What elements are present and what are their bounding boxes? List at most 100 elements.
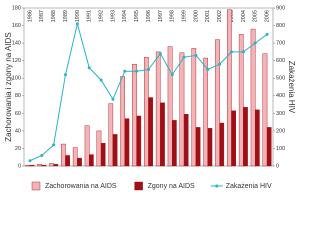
bar <box>207 128 213 167</box>
bar <box>148 97 153 167</box>
bar <box>155 51 161 167</box>
line-marker <box>52 143 56 147</box>
bar <box>179 52 185 167</box>
y2-tick-label: 200 <box>276 128 285 134</box>
x-tick-label: 1999 <box>182 10 188 22</box>
line-marker <box>64 73 67 77</box>
bar <box>25 164 31 167</box>
line-marker <box>28 159 32 163</box>
line-marker <box>99 78 103 82</box>
bar <box>89 154 94 167</box>
x-tick-label: 1986 <box>27 10 33 22</box>
y-tick-label: 80 <box>15 93 21 99</box>
bar <box>250 28 256 167</box>
bar <box>227 9 232 167</box>
line-marker <box>218 62 222 66</box>
x-tick-label: 2006 <box>265 10 271 22</box>
x-tick-label: 1994 <box>122 10 128 22</box>
bar <box>203 57 208 167</box>
legend-marker <box>215 184 219 188</box>
y-axis-title: Zachorowania i zgony na AIDS <box>4 32 13 141</box>
x-tick-label: 2001 <box>205 10 211 22</box>
bar <box>77 157 82 167</box>
bar <box>195 127 201 167</box>
line-marker <box>265 32 269 36</box>
y-tick-label: 180 <box>12 5 21 11</box>
x-tick-label: 1998 <box>170 10 176 22</box>
line-marker <box>40 153 44 157</box>
y2-tick-label: 0 <box>276 163 279 169</box>
bar <box>29 164 35 167</box>
line-marker <box>253 41 257 45</box>
bar <box>100 142 106 167</box>
y-tick-label: 140 <box>12 41 21 47</box>
x-tick-label: 1996 <box>146 10 152 22</box>
y-tick-label: 120 <box>12 58 21 64</box>
bar <box>124 118 130 167</box>
bar <box>266 127 272 167</box>
bar <box>255 109 260 167</box>
x-tick-label: 2005 <box>253 10 259 22</box>
legend-swatch <box>31 181 41 191</box>
y2-tick-label: 100 <box>276 146 285 152</box>
line-marker <box>194 53 198 57</box>
x-tick-label: 1995 <box>134 10 140 22</box>
line-marker <box>123 69 127 73</box>
bar <box>262 53 268 167</box>
bar <box>160 102 165 167</box>
bar <box>183 114 189 167</box>
x-tick-label: 2000 <box>193 10 199 22</box>
line-marker <box>230 50 233 54</box>
y2-tick-label: 400 <box>276 93 285 99</box>
y2-tick-label: 900 <box>276 5 285 11</box>
line-marker <box>135 69 139 73</box>
line-marker <box>158 52 162 56</box>
bar <box>37 164 42 167</box>
bar <box>61 143 66 167</box>
line-marker <box>170 73 174 77</box>
bar <box>108 103 114 167</box>
y-tick-label: 20 <box>15 146 21 152</box>
x-tick-label: 2003 <box>229 10 235 22</box>
y2-tick-label: 700 <box>276 41 285 47</box>
bar <box>53 164 59 167</box>
line-marker <box>147 67 150 71</box>
bar <box>215 39 220 167</box>
x-tick-label: 2004 <box>241 10 247 22</box>
x-tick-label: 1987 <box>39 10 45 22</box>
bar <box>96 130 102 167</box>
page: Zachorowania i zgony na AIDS Zakażenia H… <box>4 5 296 191</box>
x-tick-label: 1989 <box>63 10 69 22</box>
bar <box>72 147 78 167</box>
legend-label: Zachorowania na AIDS <box>45 183 117 190</box>
x-tick-label: 1990 <box>75 10 81 22</box>
x-tick-label: 1991 <box>87 10 93 22</box>
line-marker <box>241 50 245 54</box>
x-tick-label: 1993 <box>110 10 116 22</box>
y-tick-label: 100 <box>12 76 21 82</box>
x-tick-label: 1992 <box>99 10 105 22</box>
y-tick-label: 60 <box>15 111 21 117</box>
bar <box>243 106 248 167</box>
line-marker <box>182 55 186 59</box>
y2-tick-label: 300 <box>276 111 285 117</box>
bar <box>144 56 149 167</box>
y-tick-label: 160 <box>12 23 21 29</box>
x-tick-label: 2002 <box>217 10 223 22</box>
line-marker <box>87 66 91 70</box>
bar <box>238 34 244 167</box>
y2-axis-title: Zakażenia HIV <box>287 61 296 114</box>
bar <box>65 155 70 167</box>
y2-tick-label: 800 <box>276 23 285 29</box>
legend-label: Zakażenia HIV <box>226 183 272 190</box>
bar <box>49 163 54 167</box>
bar <box>167 46 173 167</box>
legend-swatch <box>134 181 143 191</box>
chart: Zachorowania i zgony na AIDS Zakażenia H… <box>4 5 296 191</box>
line-marker <box>206 67 210 71</box>
y-tick-label: 0 <box>18 163 21 169</box>
y2-tick-label: 600 <box>276 58 285 64</box>
x-tick-label: 1997 <box>158 10 164 22</box>
line-marker <box>111 97 115 101</box>
bar <box>191 48 197 167</box>
